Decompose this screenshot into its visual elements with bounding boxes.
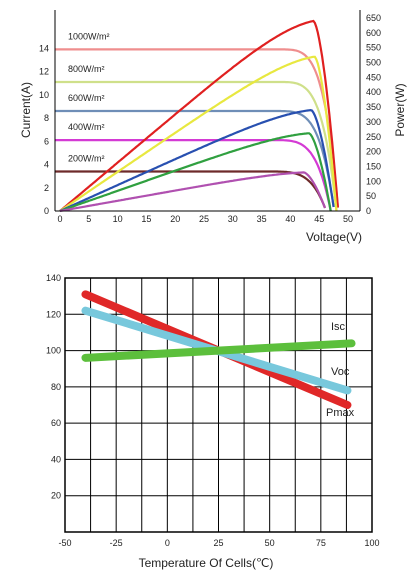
- y2-axis-title: Power(W): [393, 83, 407, 136]
- power-curve: [59, 55, 338, 212]
- x-tick-label: 75: [316, 538, 326, 548]
- y-tick-label: 4: [44, 160, 49, 170]
- irradiance-label: 200W/m²: [68, 153, 105, 163]
- x-tick-label: 5: [86, 214, 91, 224]
- y-tick-label: 60: [51, 418, 61, 428]
- x-tick-label: 20: [170, 214, 180, 224]
- power-curve: [59, 19, 339, 212]
- x-tick-label: 50: [265, 538, 275, 548]
- current-curve: [55, 170, 327, 209]
- power-curve: [59, 171, 327, 213]
- irradiance-label: 600W/m²: [68, 93, 105, 103]
- y-tick-label: 20: [51, 491, 61, 501]
- y-tick-label: 140: [46, 273, 61, 283]
- y-tick-label: 14: [39, 43, 49, 53]
- current-curve: [55, 80, 338, 212]
- y2-tick-label: 350: [366, 102, 381, 112]
- x-tick-label: 0: [165, 538, 170, 548]
- x-tick-label: 15: [141, 214, 151, 224]
- y2-tick-label: 650: [366, 13, 381, 23]
- y2-tick-label: 150: [366, 161, 381, 171]
- x-axis-title: Temperature Of Cells(℃): [139, 556, 274, 570]
- y2-tick-label: 450: [366, 72, 381, 82]
- y2-tick-label: 200: [366, 147, 381, 157]
- series-label-pmax: Pmax: [326, 407, 355, 419]
- current-curve: [55, 109, 335, 208]
- temperature-chart: Isc Voc Pmax -50 -25 0 25 50 75 100 20 40 60 80 100 1…: [46, 273, 380, 570]
- y2-tick-label: 250: [366, 132, 381, 142]
- y-tick-label: 6: [44, 136, 49, 146]
- y-tick-label: 8: [44, 113, 49, 123]
- series-label-voc: Voc: [331, 366, 350, 378]
- y-tick-label: 12: [39, 67, 49, 77]
- x-tick-label: 45: [314, 214, 324, 224]
- x-tick-label: 30: [228, 214, 238, 224]
- y2-tick-label: 400: [366, 87, 381, 97]
- y-tick-label: 2: [44, 183, 49, 193]
- y2-tick-label: 550: [366, 43, 381, 53]
- series-line-isc: [81, 339, 356, 362]
- x-tick-label: 0: [57, 214, 62, 224]
- current-curve: [55, 48, 339, 208]
- y-tick-label: 0: [44, 206, 49, 216]
- x-tick-label: -25: [110, 538, 123, 548]
- y2-tick-label: 50: [366, 191, 376, 201]
- x-tick-label: 100: [364, 538, 379, 548]
- y-tick-label: 40: [51, 454, 61, 464]
- y-tick-label: 120: [46, 309, 61, 319]
- x-tick-label: 10: [113, 214, 123, 224]
- x-tick-label: 40: [285, 214, 295, 224]
- x-tick-label: 35: [257, 214, 267, 224]
- x-axis-title: Voltage(V): [306, 230, 362, 244]
- x-tick-label: -50: [58, 538, 71, 548]
- x-tick-label: 25: [199, 214, 209, 224]
- y-tick-label: 10: [39, 90, 49, 100]
- y-tick-label: 100: [46, 346, 61, 356]
- x-tick-label: 50: [343, 214, 353, 224]
- irradiance-label: 800W/m²: [68, 64, 105, 74]
- y2-tick-label: 100: [366, 176, 381, 186]
- power-curve: [59, 108, 335, 213]
- y-tick-label: 80: [51, 382, 61, 392]
- y2-tick-label: 0: [366, 206, 371, 216]
- irradiance-label: 1000W/m²: [68, 31, 110, 41]
- x-tick-label: 25: [213, 538, 223, 548]
- iv-pv-chart: 0 5 10 15 20 25 30 35 40 45 50 0 2 4 6 8 10 12 14 0 50 100 1…: [19, 10, 407, 244]
- y2-tick-label: 300: [366, 117, 381, 127]
- power-curve: [59, 132, 332, 213]
- y2-tick-label: 600: [366, 28, 381, 38]
- irradiance-label: 400W/m²: [68, 122, 105, 132]
- y-axis-title: Current(A): [19, 82, 33, 138]
- series-label-isc: Isc: [331, 321, 346, 333]
- y2-tick-label: 500: [366, 58, 381, 68]
- current-curve: [55, 139, 332, 212]
